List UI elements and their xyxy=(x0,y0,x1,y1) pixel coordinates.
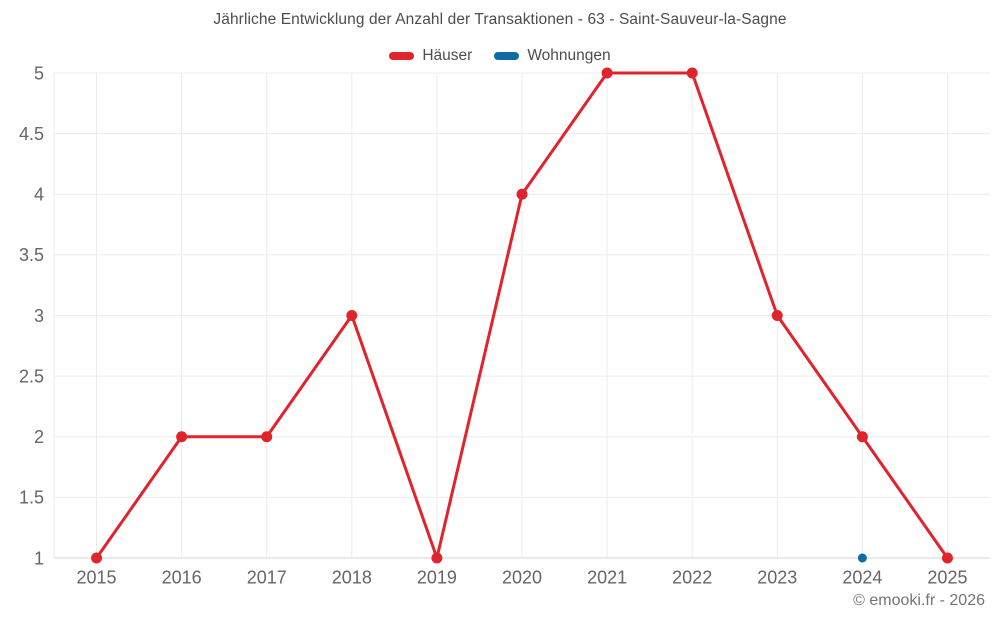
data-point-haeuser-2015[interactable] xyxy=(91,552,103,564)
y-tick-label: 1.5 xyxy=(19,488,44,508)
x-tick-label: 2017 xyxy=(247,567,287,587)
legend: Häuser Wohnungen xyxy=(0,47,1000,65)
data-point-wohnungen-2024[interactable] xyxy=(857,553,867,563)
legend-item-haeuser[interactable]: Häuser xyxy=(389,47,472,65)
legend-label: Wohnungen xyxy=(527,47,611,64)
y-tick-label: 2.5 xyxy=(19,366,44,386)
y-tick-label: 5 xyxy=(34,63,44,83)
data-point-haeuser-2017[interactable] xyxy=(261,431,273,443)
data-point-haeuser-2024[interactable] xyxy=(856,431,868,443)
x-tick-label: 2023 xyxy=(757,567,797,587)
x-tick-label: 2020 xyxy=(502,567,542,587)
copyright-text: © emooki.fr - 2026 xyxy=(853,592,985,609)
x-tick-label: 2016 xyxy=(162,567,202,587)
data-point-haeuser-2020[interactable] xyxy=(516,188,528,200)
data-point-haeuser-2019[interactable] xyxy=(431,552,443,564)
y-tick-label: 4 xyxy=(34,185,44,205)
data-point-haeuser-2021[interactable] xyxy=(601,67,613,79)
x-tick-label: 2022 xyxy=(672,567,712,587)
y-tick-label: 3 xyxy=(34,306,44,326)
x-tick-label: 2015 xyxy=(77,567,117,587)
data-point-haeuser-2025[interactable] xyxy=(941,552,953,564)
x-tick-label: 2018 xyxy=(332,567,372,587)
y-tick-label: 1 xyxy=(34,548,44,568)
legend-label: Häuser xyxy=(422,47,473,64)
x-tick-label: 2021 xyxy=(587,567,627,587)
legend-swatch-wohnungen xyxy=(494,52,520,60)
x-tick-label: 2024 xyxy=(842,567,882,587)
x-tick-label: 2025 xyxy=(927,567,967,587)
data-point-haeuser-2023[interactable] xyxy=(771,310,783,321)
x-tick-label: 2019 xyxy=(417,567,457,587)
data-point-haeuser-2018[interactable] xyxy=(346,310,358,321)
legend-item-wohnungen[interactable]: Wohnungen xyxy=(494,47,611,65)
data-point-haeuser-2016[interactable] xyxy=(176,431,188,443)
y-tick-label: 3.5 xyxy=(19,245,44,265)
y-tick-label: 4.5 xyxy=(19,124,44,144)
legend-swatch-haeuser xyxy=(389,52,415,60)
data-point-haeuser-2022[interactable] xyxy=(686,67,698,79)
chart-title: Jährliche Entwicklung der Anzahl der Tra… xyxy=(213,11,787,28)
y-tick-label: 2 xyxy=(34,427,44,447)
